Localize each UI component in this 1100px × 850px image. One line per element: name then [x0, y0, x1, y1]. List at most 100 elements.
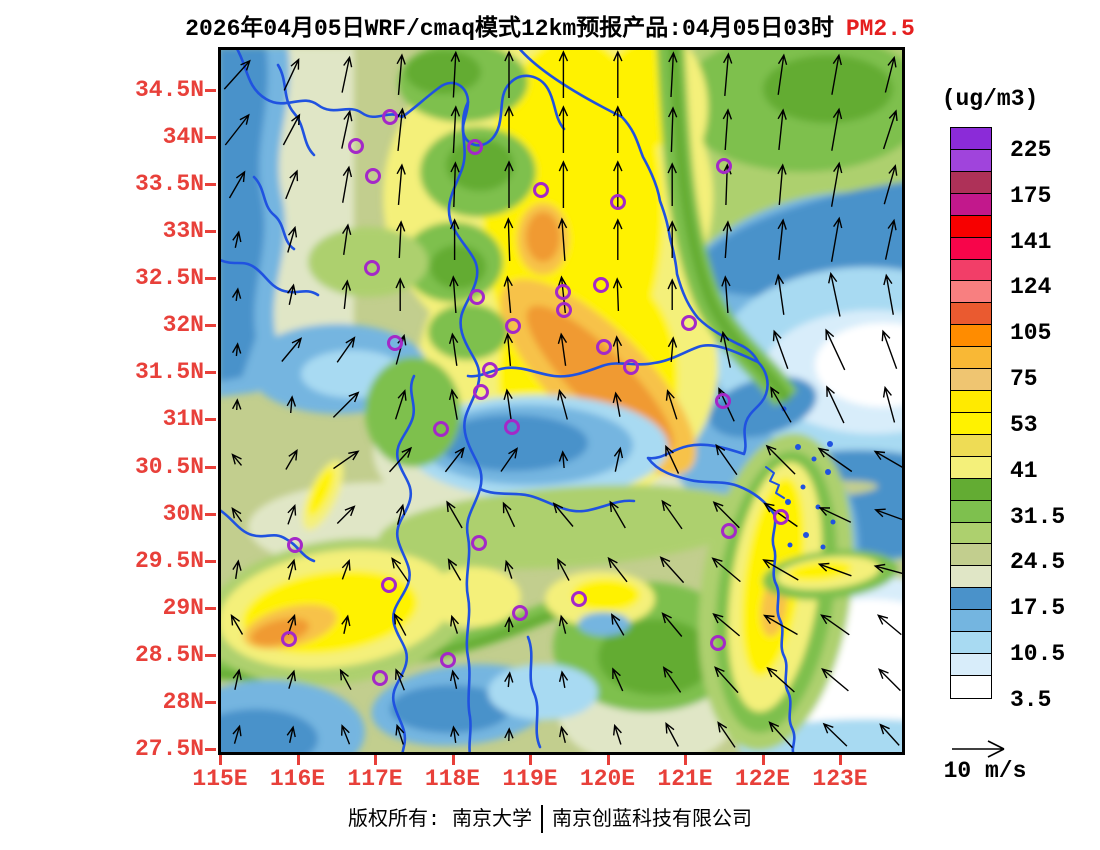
wind-arrow [450, 105, 461, 154]
wind-arrow [286, 395, 297, 414]
legend-color-cell [950, 214, 992, 239]
station-marker [721, 523, 737, 539]
wind-arrow [559, 725, 569, 743]
lon-axis-tick [839, 755, 842, 765]
wind-arrow [715, 443, 738, 476]
wind-arrow [342, 223, 352, 255]
legend-tick-label: 225 [1010, 136, 1052, 163]
wind-arrow [711, 557, 741, 583]
lon-axis-label: 118E [424, 766, 481, 792]
wind-arrow [661, 499, 683, 530]
station-marker [364, 260, 380, 276]
wind-arrow [552, 502, 574, 527]
wind-arrow [557, 275, 568, 313]
wind-arrow [231, 453, 243, 466]
wind-arrow [558, 614, 568, 634]
wind-arrow [286, 669, 296, 689]
wind-arrow [721, 275, 731, 314]
wind-arrow [342, 165, 353, 203]
wind-arrow [822, 722, 848, 747]
wind-arrow [287, 503, 297, 525]
wind-arrow [884, 218, 897, 260]
wind-arrow [613, 160, 623, 208]
station-marker [533, 182, 549, 198]
legend-color-cell [950, 258, 992, 283]
copyright-left: 版权所有: 南京大学 [347, 809, 532, 832]
station-marker [382, 109, 398, 125]
legend-tick-label: 24.5 [1010, 549, 1066, 576]
wind-arrow [613, 105, 623, 153]
legend-color-cell [950, 170, 992, 195]
legend-tick-label: 124 [1010, 274, 1052, 301]
wind-arrow [762, 559, 799, 581]
lat-axis-tick [205, 371, 216, 375]
wind-arrow [230, 614, 244, 635]
wind-arrow [341, 558, 351, 580]
wind-arrow [558, 670, 569, 689]
wind-arrow [448, 388, 459, 420]
legend-color-cell [950, 192, 992, 217]
wind-arrow [393, 612, 407, 636]
legend-color-cell [950, 346, 992, 371]
wind-arrow [444, 446, 465, 473]
wind-arrow [395, 277, 405, 311]
wind-arrow [873, 563, 905, 575]
copyright-divider [541, 804, 543, 833]
copyright-right: 南京创蓝科技有限公司 [552, 809, 752, 832]
lat-axis-label: 34N [162, 124, 204, 151]
station-marker [596, 339, 612, 355]
wind-arrow [612, 391, 622, 417]
wind-arrow [873, 450, 905, 470]
wind-arrow [504, 105, 514, 153]
wind-arrow [449, 218, 460, 260]
wind-arrow [879, 723, 900, 746]
wind-arrow [668, 51, 678, 98]
station-marker [623, 359, 639, 375]
wind-arrow [817, 447, 853, 473]
wind-arrow [717, 721, 736, 748]
wind-arrow [665, 444, 680, 474]
wind-arrow [722, 108, 733, 151]
legend-color-cell [950, 521, 992, 546]
station-marker [287, 537, 303, 553]
wind-arrow [777, 108, 787, 150]
wind-arrow [448, 332, 459, 366]
legend-color-cell [950, 587, 992, 612]
wind-arrow [766, 666, 795, 693]
legend-color-cell [950, 390, 992, 414]
wind-arrow [504, 671, 514, 688]
station-marker [482, 362, 498, 378]
wind-arrow [884, 55, 897, 93]
wind-arrow [830, 161, 843, 207]
legend-tick-label: 75 [1010, 366, 1038, 393]
wind-arrow [609, 500, 626, 529]
lon-axis-label: 121E [657, 766, 713, 792]
wind-arrow [667, 336, 678, 363]
lat-axis-tick [205, 183, 216, 187]
legend-color-cell [950, 675, 992, 699]
lat-axis-tick [205, 324, 216, 328]
wind-arrow [659, 556, 685, 584]
lat-axis-tick [205, 89, 216, 92]
wind-arrow [503, 388, 513, 420]
legend-color-cell [950, 477, 992, 502]
wind-arrow [396, 53, 406, 95]
wind-arrow [395, 723, 405, 745]
lat-axis-tick [205, 136, 216, 140]
station-marker [710, 635, 726, 651]
wind-arrow [881, 329, 898, 370]
lat-axis-label: 29.5N [134, 547, 204, 574]
title-main: 2026年04月05日WRF/cmaq模式12km预报产品:04月05日03时 [185, 16, 834, 42]
wind-arrow [876, 614, 902, 636]
wind-arrow [874, 508, 905, 521]
station-marker [610, 194, 626, 210]
pm25-contour-map [218, 47, 905, 755]
wind-arrow [504, 616, 514, 633]
station-marker [281, 631, 297, 647]
lat-axis-tick [205, 277, 216, 281]
lat-axis-label: 28.5N [134, 641, 204, 668]
wind-vector-field [223, 50, 905, 749]
wind-arrow [391, 557, 409, 582]
legend-color-cell [950, 455, 992, 480]
